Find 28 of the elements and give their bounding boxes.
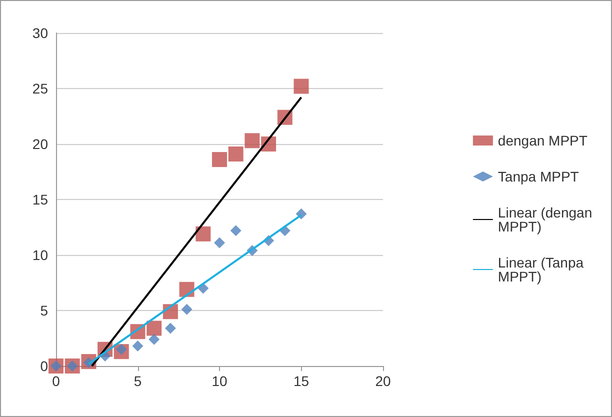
x-tick-label: 20 bbox=[375, 373, 391, 389]
legend-label: Linear (dengan MPPT) bbox=[498, 204, 596, 234]
x-tick-label: 0 bbox=[52, 373, 60, 389]
point bbox=[230, 225, 242, 236]
legend-label: dengan MPPT bbox=[498, 132, 588, 148]
legend-label: Linear (Tanpa MPPT) bbox=[498, 254, 588, 284]
point bbox=[148, 334, 160, 345]
point bbox=[294, 78, 309, 94]
point bbox=[244, 133, 260, 148]
y-tick-label: 30 bbox=[32, 25, 48, 41]
y-tick-label: 15 bbox=[32, 192, 48, 208]
x-tick-label: 10 bbox=[212, 373, 228, 389]
legend-label: Tanpa MPPT bbox=[498, 168, 580, 184]
y-tick-label: 0 bbox=[40, 358, 48, 374]
x-tick-label: 5 bbox=[134, 373, 142, 389]
y-tick-label: 25 bbox=[32, 80, 48, 96]
point bbox=[181, 304, 192, 315]
point bbox=[132, 340, 144, 352]
y-tick-label: 20 bbox=[32, 136, 48, 152]
point bbox=[164, 322, 176, 334]
point bbox=[146, 320, 162, 336]
y-tick-label: 10 bbox=[32, 247, 48, 263]
x-tick-label: 15 bbox=[293, 373, 310, 389]
y-tick-label: 5 bbox=[40, 302, 48, 318]
point bbox=[214, 237, 225, 248]
point bbox=[196, 226, 211, 242]
point bbox=[228, 146, 244, 162]
point bbox=[212, 152, 227, 168]
